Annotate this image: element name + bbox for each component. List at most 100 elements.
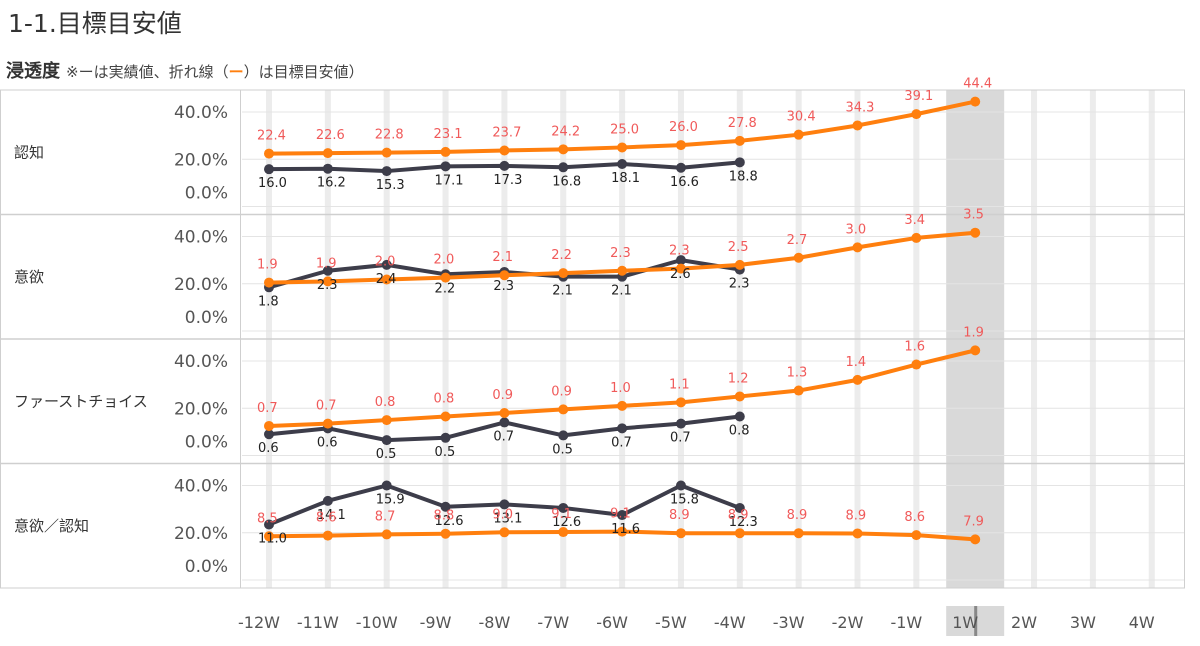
data-label-target: 1.1 (669, 377, 690, 392)
y-tick-label: 40.0% (174, 228, 228, 248)
data-label-actual: 0.5 (376, 447, 397, 462)
x-tick-label: -2W (832, 613, 864, 632)
data-point-actual (322, 163, 333, 174)
data-label-actual: 2.3 (317, 278, 338, 293)
data-point-target (440, 272, 451, 283)
data-point-actual (381, 259, 392, 270)
data-point-actual (381, 435, 392, 446)
row-label: 意欲／認知 (14, 517, 89, 535)
data-point-target (852, 374, 863, 385)
data-label-target: 2.0 (434, 253, 455, 268)
data-point-target (793, 129, 804, 140)
y-tick-label: 40.0% (174, 477, 228, 497)
data-point-target (499, 270, 510, 281)
data-point-actual (499, 160, 510, 171)
data-label-actual: 1.8 (258, 294, 279, 309)
y-tick-label: 20.0% (174, 275, 228, 295)
data-point-actual (440, 161, 451, 172)
data-label-actual: 12.3 (729, 515, 758, 530)
data-label-target: 8.5 (257, 511, 278, 526)
data-point-actual (264, 164, 274, 175)
data-label-actual: 2.6 (670, 267, 691, 282)
data-label-target: 2.5 (728, 240, 749, 255)
data-label-target: 39.1 (904, 89, 933, 104)
data-label-target: 23.1 (434, 127, 463, 142)
data-point-target (440, 146, 451, 157)
data-point-target (911, 109, 922, 120)
data-label-actual: 16.6 (670, 175, 699, 190)
data-label-target: 1.3 (787, 366, 808, 381)
data-label-target: 9.0 (492, 507, 513, 522)
data-label-target: 1.9 (257, 258, 278, 273)
data-label-actual: 17.3 (493, 173, 522, 188)
data-label-target: 2.0 (375, 254, 396, 269)
data-point-target (264, 531, 274, 542)
data-point-actual (381, 166, 392, 177)
data-point-target (734, 259, 745, 270)
data-point-target (322, 276, 333, 287)
data-point-actual (675, 480, 686, 491)
data-label-target: 26.0 (669, 120, 698, 135)
subtitle-main: 浸透度 (6, 61, 60, 82)
data-point-actual (440, 501, 451, 512)
y-tick-label: 20.0% (174, 150, 228, 170)
subtitle-note-post: ）は目標目安値） (243, 63, 364, 81)
data-point-actual (617, 423, 628, 434)
data-point-actual (381, 480, 392, 491)
data-label-actual: 13.1 (493, 511, 522, 526)
data-label-actual: 18.1 (611, 171, 640, 186)
data-point-target (264, 148, 274, 159)
data-point-target (617, 400, 628, 411)
data-point-target (970, 534, 981, 545)
data-label-target: 44.4 (963, 77, 992, 92)
data-point-actual (734, 411, 745, 422)
data-point-target (852, 528, 863, 539)
data-point-target (558, 268, 569, 279)
data-point-actual (264, 429, 274, 440)
data-label-target: 2.3 (610, 246, 631, 261)
data-point-target (617, 142, 628, 153)
data-label-target: 22.6 (316, 128, 345, 143)
data-point-target (617, 265, 628, 276)
x-tick-label: 4W (1129, 613, 1155, 632)
y-tick-label: 40.0% (174, 352, 228, 372)
row-label: ファーストチョイス (14, 392, 148, 410)
data-label-target: 2.2 (551, 248, 572, 263)
data-label-target: 9.1 (551, 507, 572, 522)
data-point-actual (558, 502, 569, 513)
data-label-actual: 2.3 (729, 277, 750, 292)
data-label-actual: 0.6 (317, 435, 338, 450)
data-label-actual: 2.1 (552, 284, 573, 299)
data-point-target (499, 145, 510, 156)
data-point-actual (499, 499, 510, 510)
data-point-target (911, 530, 922, 541)
data-point-target (970, 345, 981, 356)
data-label-target: 8.9 (728, 508, 749, 523)
data-label-actual: 14.1 (317, 508, 346, 523)
data-label-target: 1.2 (728, 371, 749, 386)
data-label-target: 8.8 (434, 509, 455, 524)
data-point-target (440, 411, 451, 422)
data-point-actual (322, 495, 333, 506)
data-label-actual: 16.2 (317, 176, 346, 191)
data-point-target (852, 242, 863, 253)
y-tick-label: 20.0% (174, 399, 228, 419)
data-label-actual: 2.4 (376, 272, 397, 287)
data-point-target (558, 527, 569, 538)
x-tick-label: -1W (890, 613, 922, 632)
data-label-actual: 11.0 (258, 531, 287, 546)
data-point-target (675, 140, 686, 151)
data-label-actual: 15.8 (670, 493, 699, 508)
data-label-target: 3.5 (963, 208, 984, 223)
data-point-target (970, 96, 981, 107)
x-tick-label: -10W (356, 613, 398, 632)
data-label-target: 24.2 (551, 124, 580, 139)
data-label-actual: 15.9 (376, 493, 405, 508)
row-label: 意欲 (14, 268, 44, 286)
data-label-target: 22.4 (257, 129, 286, 144)
data-label-actual: 12.6 (435, 514, 464, 529)
x-tick-label: -8W (479, 613, 511, 632)
data-point-actual (558, 162, 569, 173)
data-label-target: 1.0 (610, 381, 631, 396)
